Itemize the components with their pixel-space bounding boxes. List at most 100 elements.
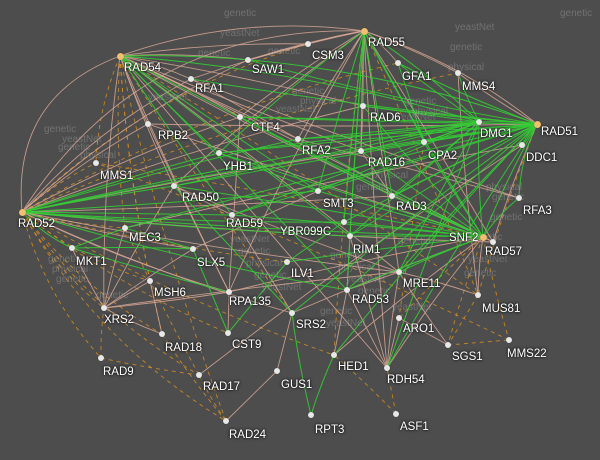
graph-node-rad50[interactable] bbox=[171, 183, 177, 189]
graph-edge[interactable] bbox=[149, 280, 163, 335]
graph-node-rad17[interactable] bbox=[196, 372, 202, 378]
graph-edge[interactable] bbox=[386, 317, 400, 369]
graph-edge[interactable] bbox=[100, 307, 105, 359]
graph-edge[interactable] bbox=[21, 211, 351, 237]
graph-edge[interactable] bbox=[192, 248, 229, 334]
graph-node-ilv1[interactable] bbox=[284, 259, 290, 265]
graph-edge[interactable] bbox=[21, 123, 149, 213]
graph-edge[interactable] bbox=[398, 236, 484, 273]
graph-edge[interactable] bbox=[21, 211, 73, 249]
graph-edge[interactable] bbox=[397, 62, 538, 125]
graph-edge[interactable] bbox=[190, 78, 299, 140]
graph-edge[interactable] bbox=[192, 190, 319, 250]
graph-node-rad52[interactable] bbox=[18, 208, 26, 216]
graph-edge[interactable] bbox=[231, 214, 484, 238]
graph-edge[interactable] bbox=[173, 123, 538, 187]
graph-edge[interactable] bbox=[482, 236, 510, 341]
graph-edge[interactable] bbox=[21, 211, 102, 359]
graph-edge[interactable] bbox=[103, 271, 400, 309]
graph-node-cpa2[interactable] bbox=[421, 139, 427, 145]
graph-edge[interactable] bbox=[21, 138, 299, 213]
graph-edge[interactable] bbox=[21, 211, 229, 334]
graph-node-rpb2[interactable] bbox=[145, 121, 151, 127]
graph-edge[interactable] bbox=[397, 62, 480, 123]
graph-edge[interactable] bbox=[95, 162, 510, 341]
graph-edge[interactable] bbox=[447, 294, 479, 346]
graph-edge[interactable] bbox=[386, 123, 538, 369]
graph-edge[interactable] bbox=[397, 62, 425, 143]
graph-edge[interactable] bbox=[346, 289, 388, 369]
graph-edge[interactable] bbox=[247, 43, 309, 61]
graph-edge[interactable] bbox=[119, 55, 233, 216]
graph-edge[interactable] bbox=[447, 339, 510, 346]
graph-edge[interactable] bbox=[21, 152, 220, 213]
graph-edge[interactable] bbox=[21, 185, 175, 213]
graph-edge[interactable] bbox=[218, 121, 480, 154]
graph-edge[interactable] bbox=[218, 152, 484, 238]
graph-node-rad16[interactable] bbox=[358, 148, 364, 154]
graph-edge[interactable] bbox=[478, 121, 484, 238]
graph-edge[interactable] bbox=[71, 247, 105, 309]
graph-edge[interactable] bbox=[119, 55, 351, 237]
graph-edge[interactable] bbox=[363, 30, 459, 74]
graph-edge[interactable] bbox=[119, 55, 480, 123]
graph-edge[interactable] bbox=[218, 30, 365, 154]
graph-edge[interactable] bbox=[21, 195, 393, 213]
graph-edge[interactable] bbox=[286, 236, 484, 263]
graph-edge[interactable] bbox=[198, 374, 227, 422]
graph-edge[interactable] bbox=[349, 235, 388, 369]
graph-edge[interactable] bbox=[317, 190, 484, 238]
graph-edge[interactable] bbox=[286, 221, 345, 263]
graph-edge[interactable] bbox=[21, 190, 319, 213]
graph-edge[interactable] bbox=[21, 211, 335, 356]
graph-edge[interactable] bbox=[346, 123, 538, 291]
graph-edge[interactable] bbox=[103, 248, 194, 309]
graph-edge[interactable] bbox=[173, 185, 293, 314]
graph-node-hed1[interactable] bbox=[331, 352, 337, 358]
graph-node-csm3[interactable] bbox=[305, 41, 311, 47]
graph-node-rad54[interactable] bbox=[116, 52, 124, 60]
graph-node-dmc1[interactable] bbox=[476, 119, 482, 125]
graph-edge[interactable] bbox=[239, 116, 538, 125]
graph-edge[interactable] bbox=[363, 30, 393, 197]
graph-edge[interactable] bbox=[518, 123, 538, 199]
graph-node-rim1[interactable] bbox=[347, 233, 353, 239]
graph-node-snf2[interactable] bbox=[479, 233, 487, 241]
graph-node-rad6[interactable] bbox=[360, 103, 366, 109]
graph-node-rad9[interactable] bbox=[98, 355, 104, 361]
graph-edge[interactable] bbox=[386, 271, 400, 369]
graph-edge[interactable] bbox=[346, 236, 484, 291]
graph-node-rfa3[interactable] bbox=[516, 195, 522, 201]
graph-node-aro1[interactable] bbox=[396, 315, 402, 321]
graph-edge[interactable] bbox=[147, 123, 230, 293]
graph-edge[interactable] bbox=[119, 55, 348, 291]
graph-edge[interactable] bbox=[173, 30, 365, 187]
graph-edge[interactable] bbox=[398, 271, 449, 346]
graph-edge[interactable] bbox=[386, 236, 484, 369]
graph-edge[interactable] bbox=[119, 43, 309, 57]
graph-edge[interactable] bbox=[239, 116, 480, 123]
graph-edge[interactable] bbox=[228, 30, 365, 293]
graph-edge[interactable] bbox=[124, 227, 194, 250]
graph-edge[interactable] bbox=[21, 211, 288, 263]
graph-edge[interactable] bbox=[21, 211, 227, 422]
graph-edge[interactable] bbox=[398, 317, 449, 346]
graph-edge[interactable] bbox=[119, 55, 388, 369]
graph-edge[interactable] bbox=[317, 30, 365, 192]
graph-edge[interactable] bbox=[349, 121, 480, 237]
graph-edge[interactable] bbox=[71, 247, 230, 293]
graph-edge[interactable] bbox=[398, 271, 479, 296]
graph-node-mkt1[interactable] bbox=[69, 245, 75, 251]
graph-edge[interactable] bbox=[119, 55, 163, 335]
graph-edge[interactable] bbox=[291, 123, 538, 314]
graph-edge[interactable] bbox=[21, 211, 293, 314]
graph-node-rdh54[interactable] bbox=[384, 365, 390, 371]
graph-edge[interactable] bbox=[343, 123, 538, 223]
graph-edge[interactable] bbox=[147, 123, 538, 127]
graph-edge[interactable] bbox=[103, 185, 175, 309]
graph-edge[interactable] bbox=[173, 185, 484, 238]
graph-node-rad18[interactable] bbox=[159, 331, 165, 337]
graph-edge[interactable] bbox=[71, 246, 194, 250]
graph-edge[interactable] bbox=[103, 55, 121, 309]
graph-node-msh6[interactable] bbox=[147, 278, 153, 284]
